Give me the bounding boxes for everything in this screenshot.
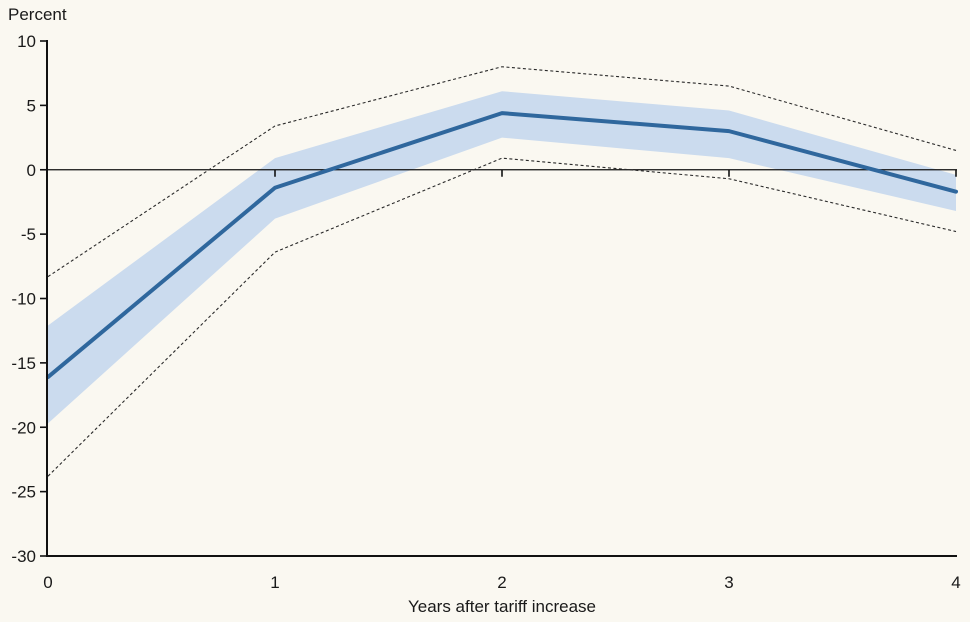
central-estimate-line bbox=[46, 111, 958, 380]
y-tick-label: -15 bbox=[11, 354, 36, 373]
y-tick-label: -20 bbox=[11, 418, 36, 437]
confidence-band-outer-lower bbox=[47, 157, 957, 477]
x-tick-label: 1 bbox=[270, 573, 279, 592]
x-tick-label: 3 bbox=[724, 573, 733, 592]
y-tick-label: -5 bbox=[21, 225, 36, 244]
y-tick-label: -30 bbox=[11, 547, 36, 566]
confidence-band-outer-upper bbox=[47, 66, 957, 278]
x-tick-label: 4 bbox=[951, 573, 960, 592]
x-axis-title: Years after tariff increase bbox=[407, 597, 597, 616]
y-tick-label: -10 bbox=[11, 290, 36, 309]
y-tick-label: -25 bbox=[11, 483, 36, 502]
y-tick-label: 5 bbox=[27, 96, 36, 115]
y-tick-label: 0 bbox=[27, 161, 36, 180]
x-tick-label: 2 bbox=[497, 573, 506, 592]
x-tick-label: 0 bbox=[43, 573, 52, 592]
confidence-band-inner bbox=[48, 91, 956, 424]
y-tick-label: 10 bbox=[17, 32, 36, 51]
y-axis-title: Percent bbox=[8, 5, 67, 24]
